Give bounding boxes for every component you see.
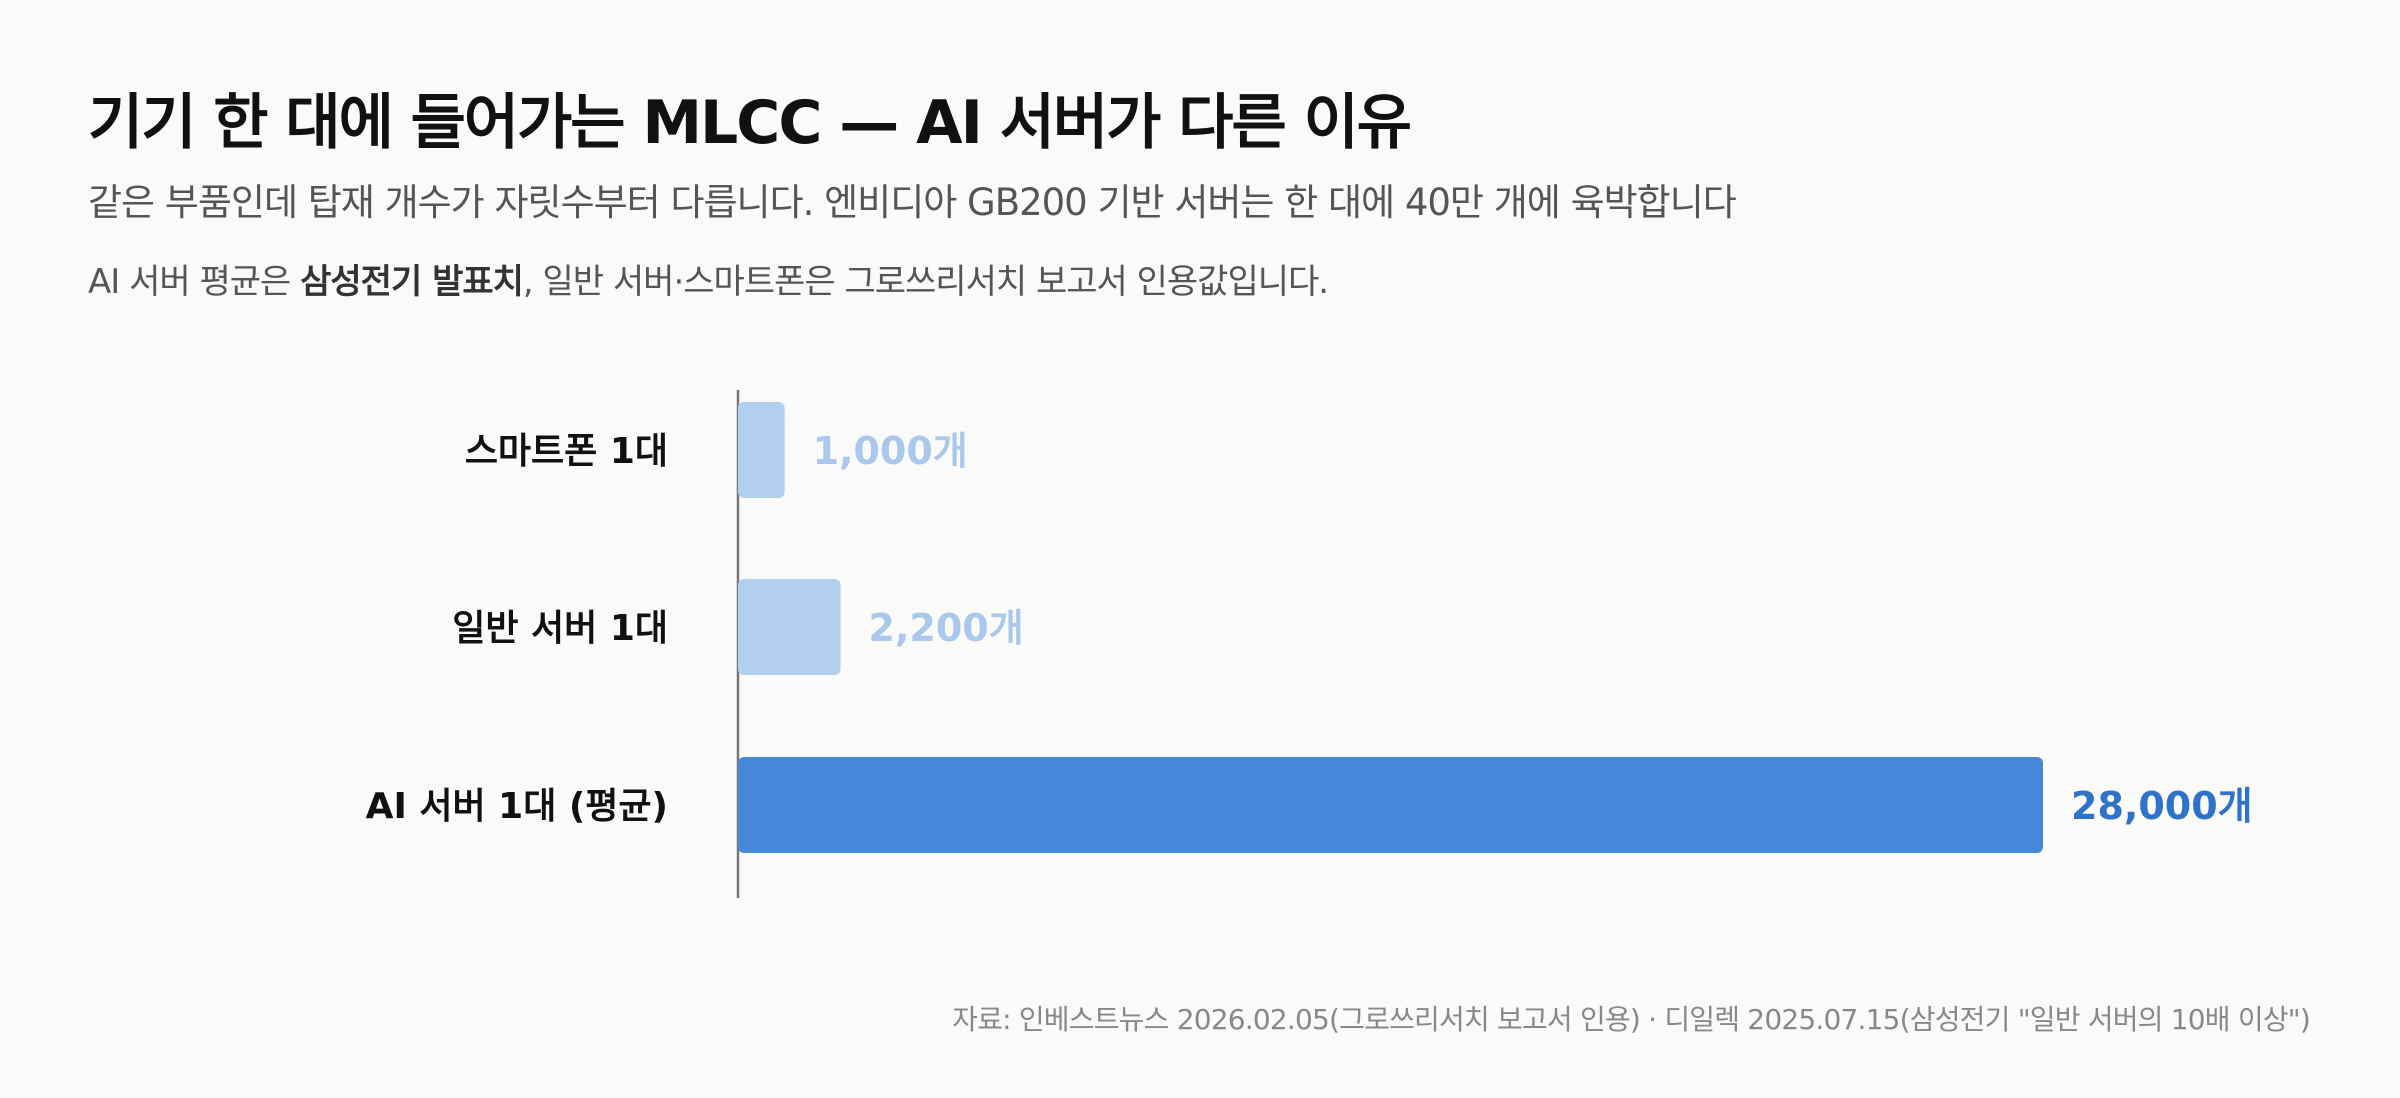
value-label: 1,000개 [813,429,968,473]
page-subtitle: 같은 부품인데 탑재 개수가 자릿수부터 다릅니다. 엔비디아 GB200 기반… [88,181,1737,224]
category-label: 일반 서버 1대 [452,608,668,649]
note-suffix: , 일반 서버·스마트폰은 그로쓰리서치 보고서 인용값입니다. [522,262,1329,302]
value-label: 2,200개 [869,606,1024,650]
page-title: 기기 한 대에 들어가는 MLCC — AI 서버가 다른 이유 [88,88,1412,158]
category-label: AI 서버 1대 (평균) [366,786,668,827]
note-prefix: AI 서버 평균은 [88,262,301,302]
bar [738,579,841,675]
note-bold: 삼성전기 발표치 [300,262,524,302]
value-label: 28,000개 [2071,784,2253,828]
bar [738,402,785,498]
category-label: 스마트폰 1대 [465,431,668,472]
bar [738,757,2043,853]
source-note: AI 서버 평균은 삼성전기 발표치, 일반 서버·스마트폰은 그로쓰리서치 보… [88,254,1329,303]
source-footer: 자료: 인베스트뉴스 2026.02.05(그로쓰리서치 보고서 인용) · 디… [952,1003,2311,1036]
